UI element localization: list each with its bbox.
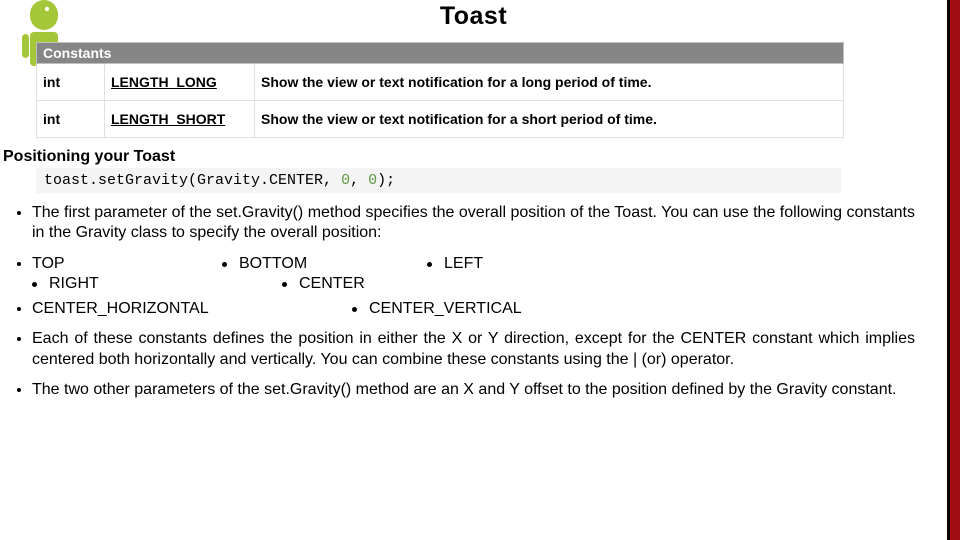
gravity-constant: CENTER_HORIZONTAL xyxy=(32,299,209,319)
table-header: Constants xyxy=(37,43,844,64)
constant-name: LENGTH_LONG xyxy=(105,64,255,101)
bullet-item-gravity-row: CENTER_HORIZONTAL CENTER_VERTICAL xyxy=(32,299,915,319)
constant-type: int xyxy=(37,64,105,101)
constant-link-length-short[interactable]: LENGTH_SHORT xyxy=(111,111,225,127)
code-text: , xyxy=(350,172,368,189)
gravity-constant: CENTER_VERTICAL xyxy=(369,299,522,319)
constants-table: Constants int LENGTH_LONG Show the view … xyxy=(36,42,844,138)
gravity-constant: RIGHT xyxy=(49,274,99,294)
slide: Toast Constants int LENGTH_LONG Show the… xyxy=(0,0,960,540)
table-row: int LENGTH_SHORT Show the view or text n… xyxy=(37,101,844,138)
code-block: toast.setGravity(Gravity.CENTER, 0, 0); xyxy=(36,168,841,193)
table-row: int LENGTH_LONG Show the view or text no… xyxy=(37,64,844,101)
code-text: ); xyxy=(377,172,395,189)
gravity-constant: TOP xyxy=(32,254,65,274)
bullet-list: The first parameter of the set.Gravity()… xyxy=(0,203,947,401)
right-accent-bar xyxy=(950,0,960,540)
constant-name: LENGTH_SHORT xyxy=(105,101,255,138)
bullet-dot-icon xyxy=(32,282,37,287)
bullet-dot-icon xyxy=(427,262,432,267)
slide-title: Toast xyxy=(0,2,947,31)
gravity-constant: CENTER xyxy=(299,274,365,294)
bullet-dot-icon xyxy=(282,282,287,287)
constant-link-length-long[interactable]: LENGTH_LONG xyxy=(111,74,217,90)
bullet-item: The two other parameters of the set.Grav… xyxy=(32,380,915,400)
code-text: toast.setGravity(Gravity.CENTER, xyxy=(44,172,341,189)
constant-desc: Show the view or text notification for a… xyxy=(255,64,844,101)
bullet-dot-icon xyxy=(222,262,227,267)
slide-content: Constants int LENGTH_LONG Show the view … xyxy=(0,42,947,411)
bullet-item-gravity-row: TOP BOTTOM LEFT RIGHT CENTER xyxy=(32,254,915,295)
bullet-item: Each of these constants defines the posi… xyxy=(32,329,915,370)
right-accent-bar-inner xyxy=(947,0,950,540)
code-number: 0 xyxy=(341,172,350,189)
bullet-dot-icon xyxy=(352,307,357,312)
gravity-constant: BOTTOM xyxy=(239,254,307,274)
positioning-heading: Positioning your Toast xyxy=(3,148,947,166)
code-number: 0 xyxy=(368,172,377,189)
constant-type: int xyxy=(37,101,105,138)
constant-desc: Show the view or text notification for a… xyxy=(255,101,844,138)
bullet-item: The first parameter of the set.Gravity()… xyxy=(32,203,915,244)
gravity-constant: LEFT xyxy=(444,254,483,274)
